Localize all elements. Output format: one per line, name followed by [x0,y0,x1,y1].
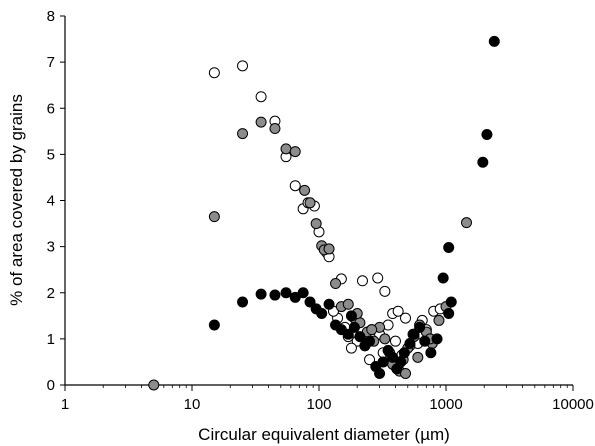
black-circle-point [437,272,449,284]
black-circle-point [316,308,328,320]
black-circle-point [414,321,426,333]
open-circle-point [289,180,301,192]
black-circle-point [431,333,443,345]
black-circle-point [425,347,437,359]
y-tick-label: 7 [47,54,55,71]
black-circle-point [208,319,220,331]
grey-circle-point [366,324,378,336]
black-circle-point [445,296,457,308]
open-circle-point [400,312,412,324]
black-circle-point [280,287,292,299]
black-circle-point [395,356,407,368]
grey-circle-point [342,298,354,310]
open-circle-point [208,67,220,79]
black-circle-point [481,129,493,141]
black-circle-point [398,347,410,359]
black-circle-point [297,287,309,299]
black-circle-point [488,35,500,47]
grey-circle-point [323,243,335,255]
x-tick-label: 1 [61,396,69,413]
x-axis-title: Circular equivalent diameter (µm) [198,425,450,444]
open-circle-point [379,285,391,297]
y-tick-label: 2 [47,285,55,302]
grey-circle-point [269,123,281,135]
open-circle-point [356,275,368,287]
black-circle-point [374,367,386,379]
open-circle-point [364,354,376,366]
open-circle-point [372,272,384,284]
x-tick-label: 1000 [429,396,462,413]
black-circle-point [477,156,489,168]
black-circle-point [323,298,335,310]
y-tick-label: 8 [47,8,55,25]
y-tick-label: 5 [47,146,55,163]
chart-points [148,35,500,391]
grey-circle-point [208,211,220,223]
y-tick-label: 4 [47,193,55,210]
black-circle-point [269,289,281,301]
open-circle-point [389,335,401,347]
open-circle-point [255,91,267,103]
grey-circle-point [148,379,160,391]
grey-circle-point [460,217,472,229]
black-circle-point [304,296,316,308]
y-tick-label: 1 [47,331,55,348]
grey-circle-point [299,184,311,196]
open-circle-point [237,60,249,72]
black-circle-point [387,351,399,363]
black-circle-point [443,242,455,254]
y-axis-title: % of area covered by grains [7,94,26,306]
grey-circle-point [304,197,316,209]
y-tick-label: 6 [47,100,55,117]
black-circle-point [255,288,267,300]
black-circle-point [377,356,389,368]
grey-circle-point [289,146,301,158]
grey-circle-point [280,143,292,155]
grey-circle-point [330,278,342,290]
grey-circle-point [400,367,412,379]
open-circle-point [392,305,404,317]
black-circle-point [443,308,455,320]
y-tick-label: 3 [47,239,55,256]
black-circle-point [342,328,354,340]
grey-circle-point [310,218,322,230]
x-tick-label: 10 [184,396,201,413]
grey-circle-point [237,128,249,140]
grey-circle-point [433,314,445,326]
grey-circle-point [379,333,391,345]
black-circle-point [404,337,416,349]
x-tick-label: 10000 [552,396,594,413]
y-tick-label: 0 [47,377,55,394]
grey-circle-point [412,351,424,363]
black-circle-point [364,335,376,347]
open-circle-point [345,342,357,354]
black-circle-point [345,310,357,322]
black-circle-point [419,335,431,347]
grey-circle-point [255,116,267,128]
black-circle-point [354,331,366,343]
x-tick-label: 100 [306,396,331,413]
black-circle-point [348,321,360,333]
black-circle-point [237,296,249,308]
